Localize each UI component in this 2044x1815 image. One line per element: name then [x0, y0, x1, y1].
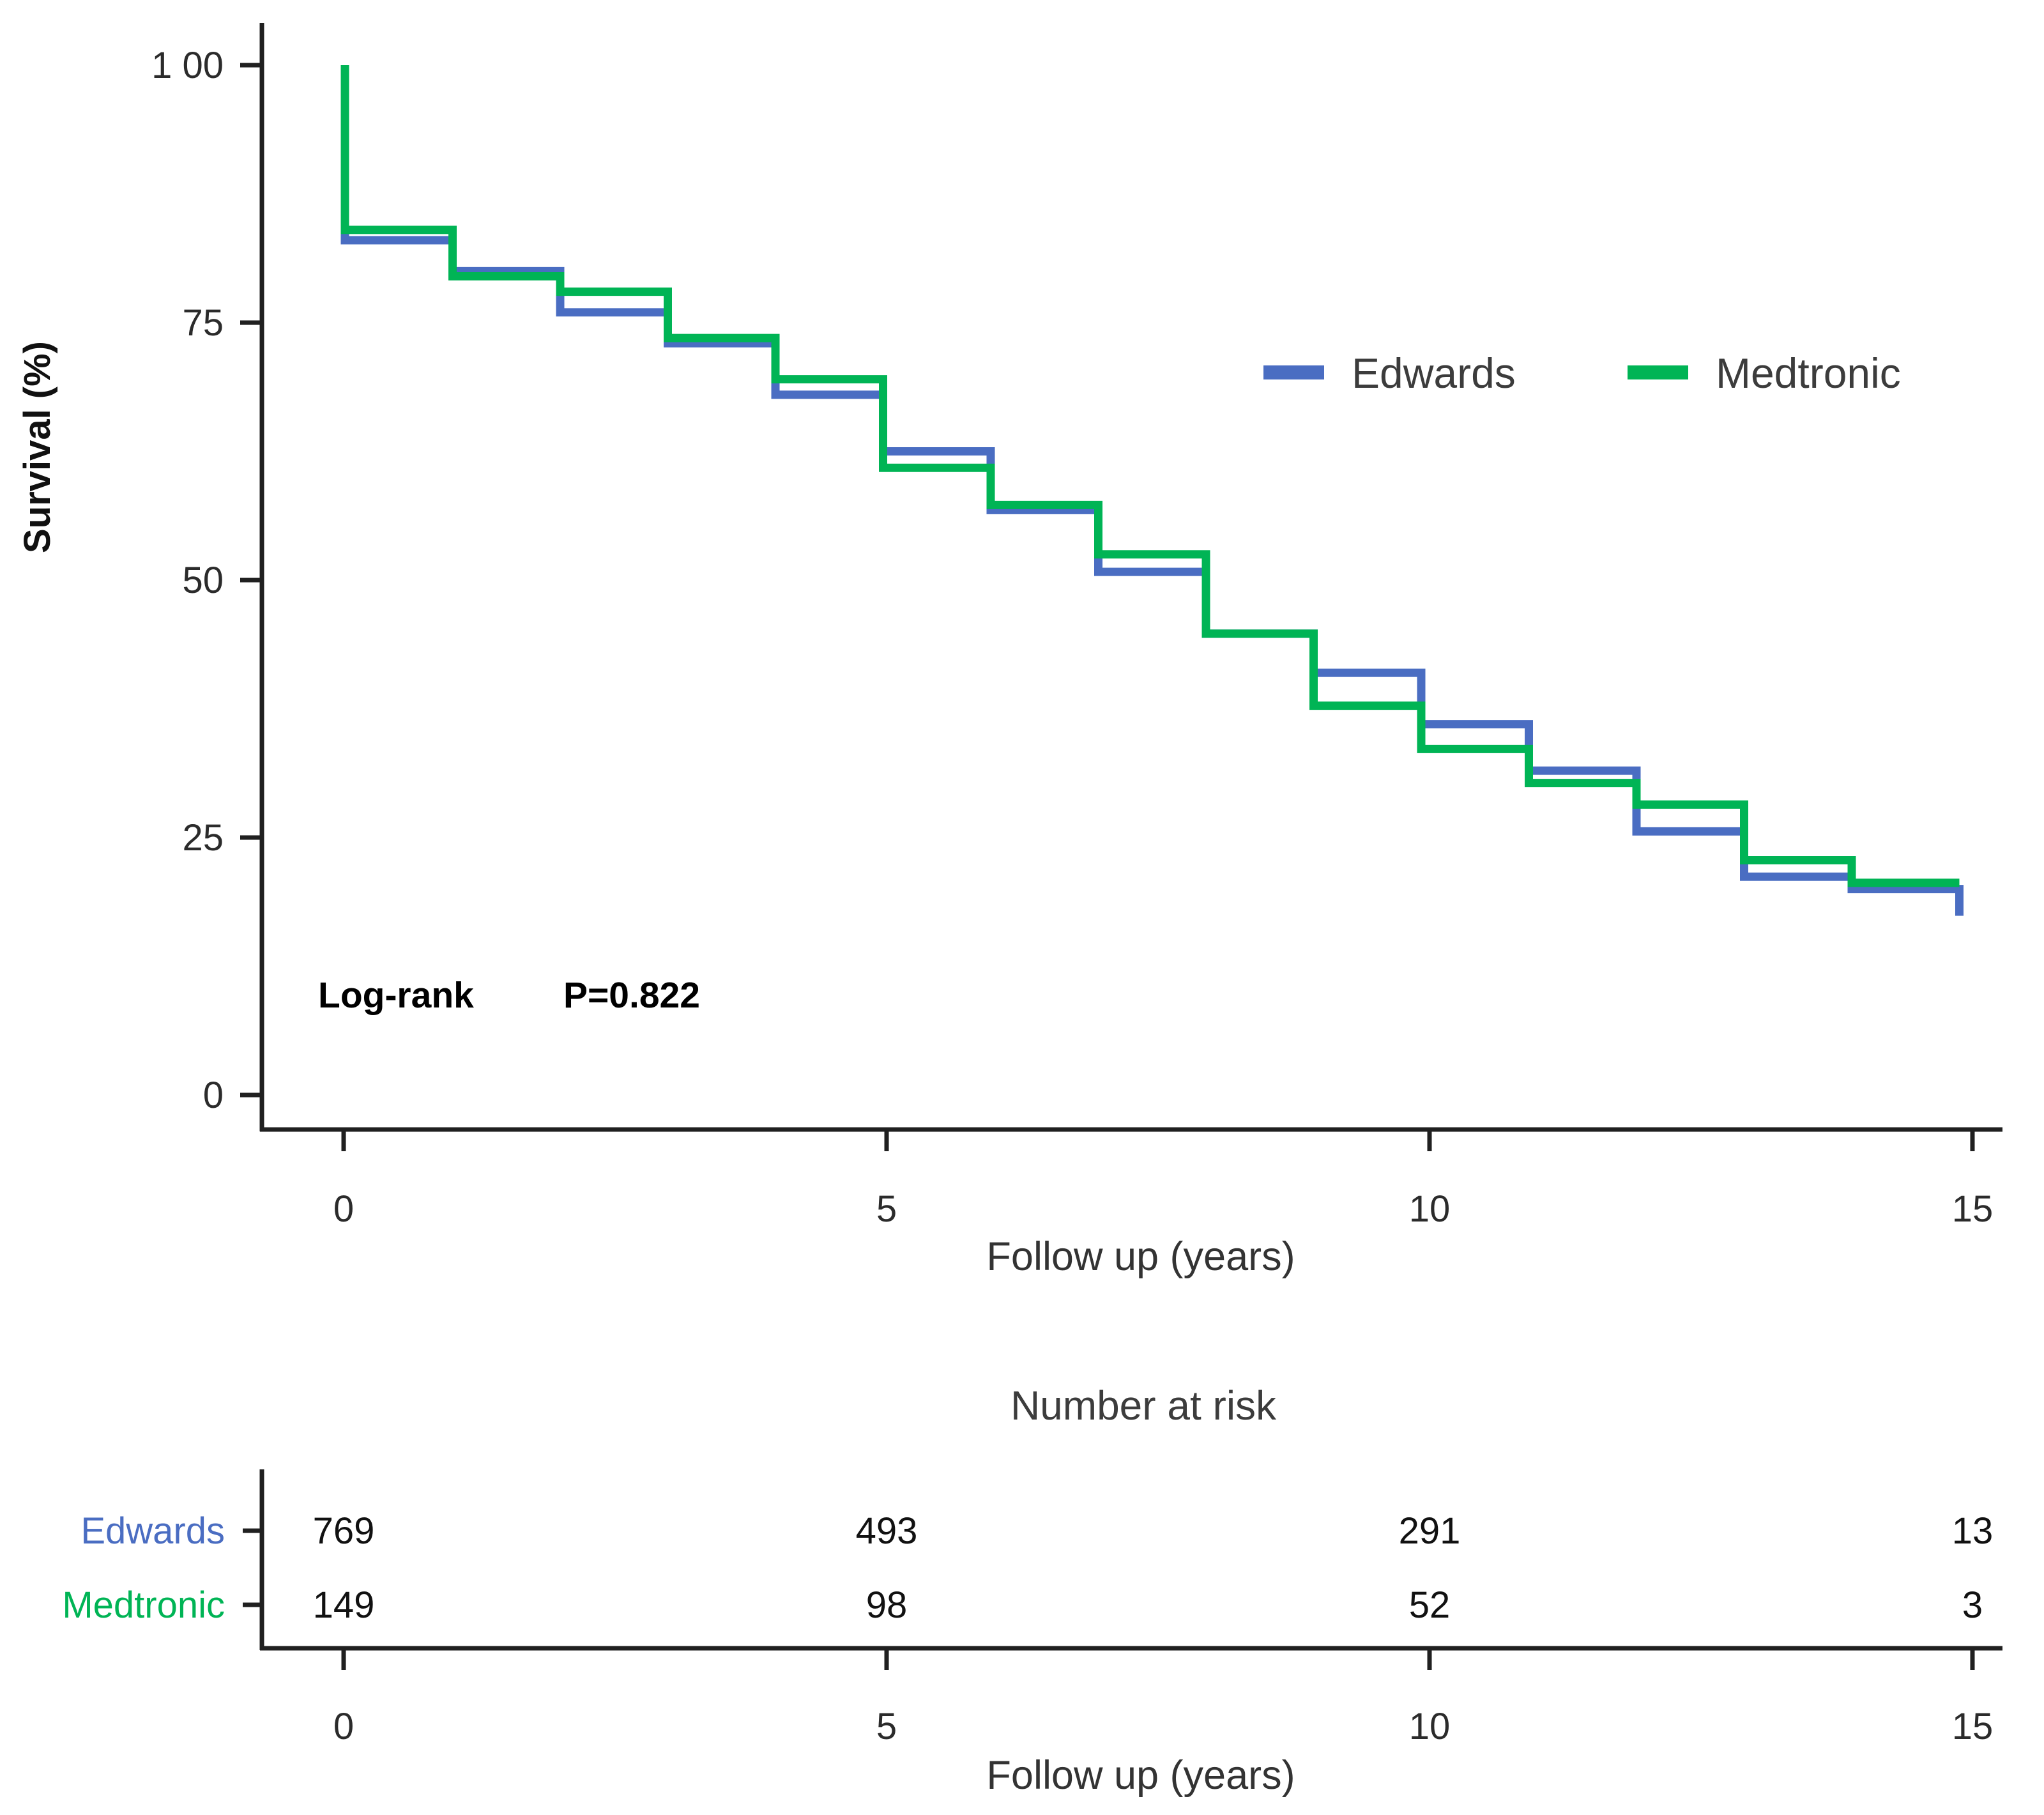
curves-layer	[340, 65, 1964, 916]
x-tick-label: 10	[1409, 1188, 1451, 1230]
y-tick-label: 50	[182, 560, 224, 601]
risk-x-tick-label: 15	[1952, 1706, 1994, 1747]
risk-row-label-medtronic: Medtronic	[62, 1584, 225, 1626]
y-tick-label: 75	[182, 302, 224, 344]
risk-count: 3	[1962, 1584, 1983, 1626]
risk-row-label-edwards: Edwards	[80, 1510, 225, 1552]
risk-count: 291	[1399, 1510, 1461, 1552]
x-axis-title: Follow up (years)	[986, 1234, 1295, 1279]
risk-count: 493	[856, 1510, 918, 1552]
risk-count: 13	[1952, 1510, 1994, 1552]
risk-table-title: Number at risk	[1011, 1382, 1277, 1428]
risk-table-layer: 769 493 291 13 149 98 52 3 0 5 10 15	[243, 1469, 2002, 1747]
risk-count: 98	[866, 1584, 908, 1626]
x-tick-label: 15	[1952, 1188, 1994, 1230]
x-tick-label: 5	[876, 1188, 897, 1230]
km-curve-medtronic	[340, 65, 1960, 887]
risk-x-tick-label: 10	[1409, 1706, 1451, 1747]
risk-count: 769	[313, 1510, 375, 1552]
y-tick-label: 25	[182, 817, 224, 859]
logrank-value: P=0.822	[563, 975, 700, 1016]
x-tick-label: 0	[333, 1188, 354, 1230]
km-curve-edwards	[340, 65, 1964, 916]
risk-xaxis-title: Follow up (years)	[986, 1753, 1295, 1798]
risk-count: 52	[1409, 1584, 1451, 1626]
risk-count: 149	[313, 1584, 375, 1626]
y-tick-label: 0	[203, 1075, 224, 1116]
y-tick-label: 1 00	[151, 45, 224, 86]
risk-x-tick-label: 0	[333, 1706, 354, 1747]
axes-layer: 1 00 75 50 25 0 0 5 10 15	[151, 23, 2002, 1230]
logrank-label: Log-rank	[318, 975, 474, 1016]
risk-x-tick-label: 5	[876, 1706, 897, 1747]
y-axis-title: Survival (%)	[17, 341, 58, 553]
legend-label-edwards: Edwards	[1352, 349, 1516, 397]
legend-label-medtronic: Medtronic	[1716, 349, 1901, 397]
